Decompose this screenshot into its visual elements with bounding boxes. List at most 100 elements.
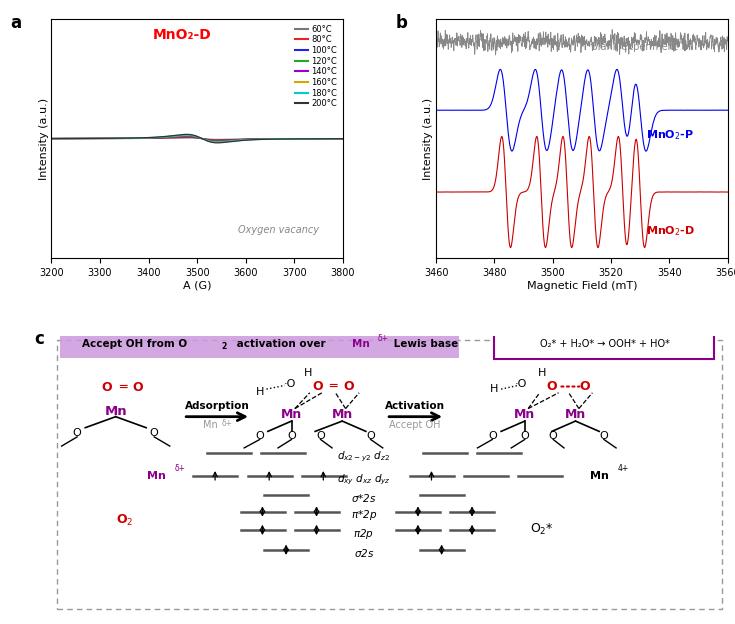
Text: $d_{x2-y2}$ $d_{z2}$: $d_{x2-y2}$ $d_{z2}$ <box>337 449 390 464</box>
180°C <box>330 135 339 142</box>
80°C <box>182 134 191 141</box>
Text: Mn: Mn <box>331 408 353 421</box>
80°C <box>330 135 339 142</box>
Text: O: O <box>255 431 264 441</box>
Bar <box>60 331 459 358</box>
140°C <box>181 132 190 140</box>
120°C <box>189 133 198 140</box>
Text: H: H <box>256 387 264 397</box>
Text: Mn: Mn <box>589 471 609 481</box>
120°C <box>339 135 348 142</box>
Text: 2: 2 <box>222 341 227 351</box>
80°C <box>189 134 198 141</box>
Text: O: O <box>549 431 558 441</box>
Text: b: b <box>395 14 407 32</box>
140°C <box>62 135 71 142</box>
160°C <box>339 135 348 142</box>
120°C <box>47 135 56 142</box>
180°C <box>213 139 222 146</box>
100°C <box>330 135 339 142</box>
Text: $\pi$2$p$: $\pi$2$p$ <box>354 527 374 540</box>
Line: 180°C: 180°C <box>51 135 343 142</box>
Text: δ+: δ+ <box>377 334 388 343</box>
Text: MnO$_2$-D: MnO$_2$-D <box>646 225 695 238</box>
200°C <box>339 135 348 142</box>
100°C <box>330 135 339 142</box>
Text: activation over: activation over <box>233 339 329 349</box>
Text: O: O <box>488 431 497 441</box>
100°C <box>181 133 190 140</box>
140°C <box>330 135 339 142</box>
Text: H: H <box>537 368 546 378</box>
100°C <box>47 135 56 142</box>
180°C <box>277 135 286 143</box>
Text: O: O <box>343 379 354 392</box>
Text: c: c <box>35 330 44 348</box>
Text: O$_2$*: O$_2$* <box>530 522 553 537</box>
Line: 160°C: 160°C <box>51 135 343 142</box>
Text: H: H <box>490 384 498 394</box>
140°C <box>47 135 56 142</box>
Text: O: O <box>600 431 609 441</box>
Text: O: O <box>579 380 589 393</box>
120°C <box>181 132 190 140</box>
200°C <box>277 135 286 143</box>
80°C <box>330 135 339 142</box>
60°C <box>213 135 222 143</box>
Text: $\pi$*2$p$: $\pi$*2$p$ <box>351 508 377 522</box>
160°C <box>181 132 190 139</box>
100°C <box>189 134 198 141</box>
60°C <box>182 134 191 142</box>
Text: O: O <box>101 381 112 394</box>
Line: 120°C: 120°C <box>51 136 343 141</box>
Text: Oxygen vacancy: Oxygen vacancy <box>238 225 319 235</box>
200°C <box>330 135 339 142</box>
Text: ·O: ·O <box>283 379 295 389</box>
200°C <box>62 135 71 142</box>
120°C <box>213 137 222 145</box>
200°C <box>182 130 191 138</box>
100°C <box>182 133 191 140</box>
140°C <box>277 135 286 143</box>
100°C <box>339 135 348 142</box>
120°C <box>277 135 286 142</box>
Text: Mn: Mn <box>565 408 586 421</box>
Text: O: O <box>316 431 325 441</box>
Text: δ+: δ+ <box>174 464 185 474</box>
180°C <box>339 135 348 142</box>
160°C <box>189 132 198 140</box>
Bar <box>57 340 723 609</box>
160°C <box>213 138 222 145</box>
160°C <box>182 132 191 139</box>
60°C <box>330 135 339 142</box>
180°C <box>330 135 339 142</box>
Text: Adsorption: Adsorption <box>184 401 249 411</box>
Text: O: O <box>73 428 82 438</box>
Text: ═: ═ <box>329 379 337 392</box>
Text: $\sigma$2$s$: $\sigma$2$s$ <box>354 547 374 560</box>
Text: Lewis base: Lewis base <box>390 339 458 349</box>
80°C <box>47 135 56 142</box>
Text: Mn: Mn <box>514 408 535 421</box>
140°C <box>182 132 191 140</box>
Text: O: O <box>520 431 529 441</box>
Y-axis label: Intensity (a.u.): Intensity (a.u.) <box>423 97 434 180</box>
Legend: 60°C, 80°C, 100°C, 120°C, 140°C, 160°C, 180°C, 200°C: 60°C, 80°C, 100°C, 120°C, 140°C, 160°C, … <box>294 23 339 110</box>
Line: 60°C: 60°C <box>51 138 343 139</box>
60°C <box>330 135 339 142</box>
140°C <box>339 135 348 142</box>
Text: Mn: Mn <box>352 339 370 349</box>
200°C <box>189 132 198 139</box>
Y-axis label: Intensity (a.u.): Intensity (a.u.) <box>39 97 49 180</box>
Line: 80°C: 80°C <box>51 137 343 140</box>
200°C <box>330 135 339 142</box>
200°C <box>47 135 56 142</box>
Text: 4+: 4+ <box>617 464 628 474</box>
Text: Activation: Activation <box>385 401 445 411</box>
160°C <box>330 135 339 142</box>
60°C <box>47 135 56 142</box>
140°C <box>189 132 198 140</box>
100°C <box>213 137 222 144</box>
60°C <box>62 135 71 142</box>
X-axis label: A (G): A (G) <box>183 281 212 291</box>
